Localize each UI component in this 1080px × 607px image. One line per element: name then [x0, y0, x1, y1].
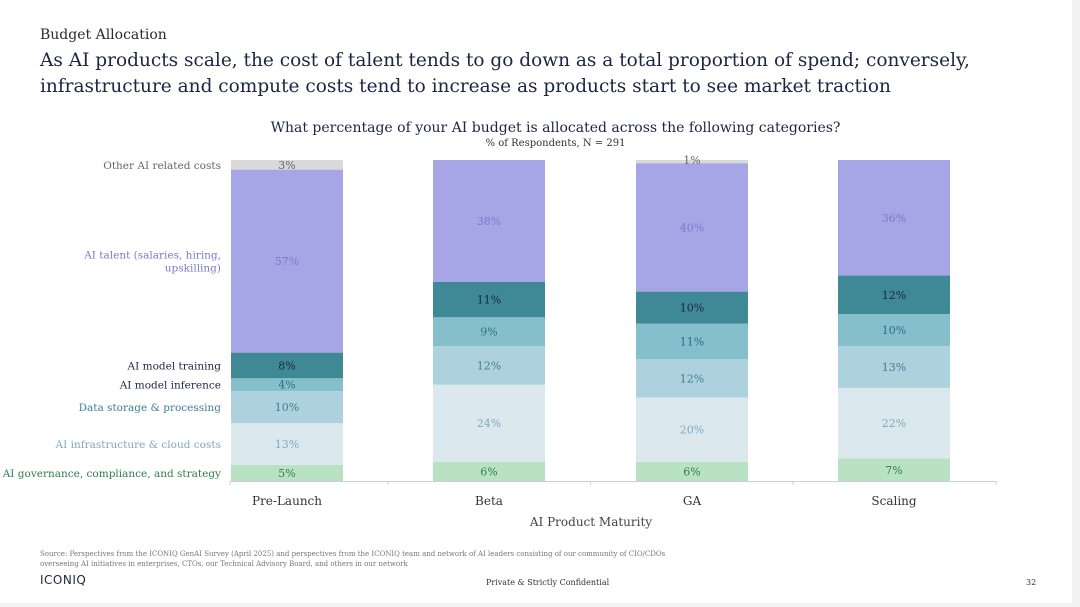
data-label: 13% [275, 438, 299, 451]
bar-segment-pre-launch-5 [231, 169, 343, 353]
data-label: 36% [882, 212, 906, 225]
bar-segment-scaling-3 [838, 314, 950, 347]
legend-label-1: AI infrastructure & cloud costs [55, 439, 221, 451]
legend-label-5: AI talent (salaries, hiring, upskilling) [83, 250, 221, 275]
bar-segment-pre-launch-3 [231, 378, 343, 392]
data-label: 57% [275, 255, 299, 268]
bar-segment-scaling-4 [838, 275, 950, 315]
bar-segment-ga-3 [636, 323, 748, 360]
bar-segment-pre-launch-2 [231, 391, 343, 424]
section-eyebrow: Budget Allocation [40, 27, 167, 43]
bar-segment-pre-launch-4 [231, 352, 343, 379]
bar-segment-scaling-0 [838, 458, 950, 481]
data-label: 22% [882, 417, 906, 430]
data-label: 20% [680, 424, 704, 437]
data-label: 11% [680, 335, 704, 348]
bar-segment-beta-1 [433, 384, 545, 462]
chart-subtitle: % of Respondents, N = 291 [485, 138, 626, 149]
data-label: 8% [278, 359, 295, 372]
x-tick-label: Pre-Launch [252, 494, 322, 508]
page-number: 32 [1026, 578, 1037, 587]
stacked-bar-chart: 5% 13% 10% 4% 8% 57% 3% 6% 24% 12% 9% 11% 38% 6% 20% 12… [2, 154, 997, 529]
x-tick-label: GA [683, 494, 702, 508]
legend-label-2: Data storage & processing [79, 402, 222, 414]
bar-segment-scaling-5 [838, 160, 950, 276]
slide-edge-bottom [0, 603, 1080, 607]
data-label: 10% [882, 324, 906, 337]
bar-segment-ga-2 [636, 359, 748, 398]
data-label: 38% [477, 215, 501, 228]
data-label: 9% [480, 326, 497, 339]
x-tick-label: Beta [475, 494, 503, 508]
data-label: 24% [477, 417, 501, 430]
data-label: 6% [683, 465, 700, 478]
slide-headline: As AI products scale, the cost of talent… [40, 50, 970, 97]
bar-segment-beta-0 [433, 461, 545, 481]
data-label: 10% [680, 302, 704, 315]
bar-segment-scaling-2 [838, 346, 950, 388]
bar-segment-ga-6 [636, 160, 748, 164]
legend-label-3: AI model inference [119, 380, 221, 392]
bar-segment-pre-launch-0 [231, 464, 343, 481]
data-label: 4% [278, 379, 295, 392]
data-label: 12% [882, 289, 906, 302]
data-label: 7% [885, 464, 902, 477]
data-label: 10% [275, 401, 299, 414]
bar-segment-ga-5 [636, 163, 748, 292]
bar-segment-beta-5 [433, 160, 545, 282]
legend-label-6: Other AI related costs [103, 160, 221, 172]
data-label: 12% [680, 372, 704, 385]
iconiq-logo: ICONIQ [40, 573, 87, 587]
data-label: 3% [278, 159, 295, 172]
bar-segment-beta-4 [433, 281, 545, 318]
slide-edge-right [1072, 0, 1080, 607]
bar-segment-ga-0 [636, 461, 748, 481]
legend-label-4: AI model training [127, 360, 222, 372]
confidentiality-note: Private & Strictly Confidential [486, 578, 610, 587]
data-label: 12% [477, 359, 501, 372]
chart-title: What percentage of your AI budget is all… [270, 120, 841, 136]
bar-segment-beta-3 [433, 317, 545, 347]
bar-segment-scaling-1 [838, 387, 950, 459]
x-axis-label: AI Product Maturity [529, 515, 652, 529]
source-footnote: Source: Perspectives from the ICONIQ Gen… [40, 550, 666, 568]
data-label: 6% [480, 465, 497, 478]
data-label: 13% [882, 361, 906, 374]
data-label: 1% [683, 154, 700, 167]
bar-segment-pre-launch-6 [231, 160, 343, 170]
x-tick-label: Scaling [871, 494, 917, 508]
legend-label-0: AI governance, compliance, and strategy [2, 468, 221, 480]
data-label: 11% [477, 294, 501, 307]
bar-segment-ga-4 [636, 291, 748, 324]
bar-segment-pre-launch-1 [231, 423, 343, 465]
data-label: 40% [680, 221, 704, 234]
bar-segment-ga-1 [636, 397, 748, 462]
bar-segment-beta-2 [433, 346, 545, 385]
data-label: 5% [278, 467, 295, 480]
